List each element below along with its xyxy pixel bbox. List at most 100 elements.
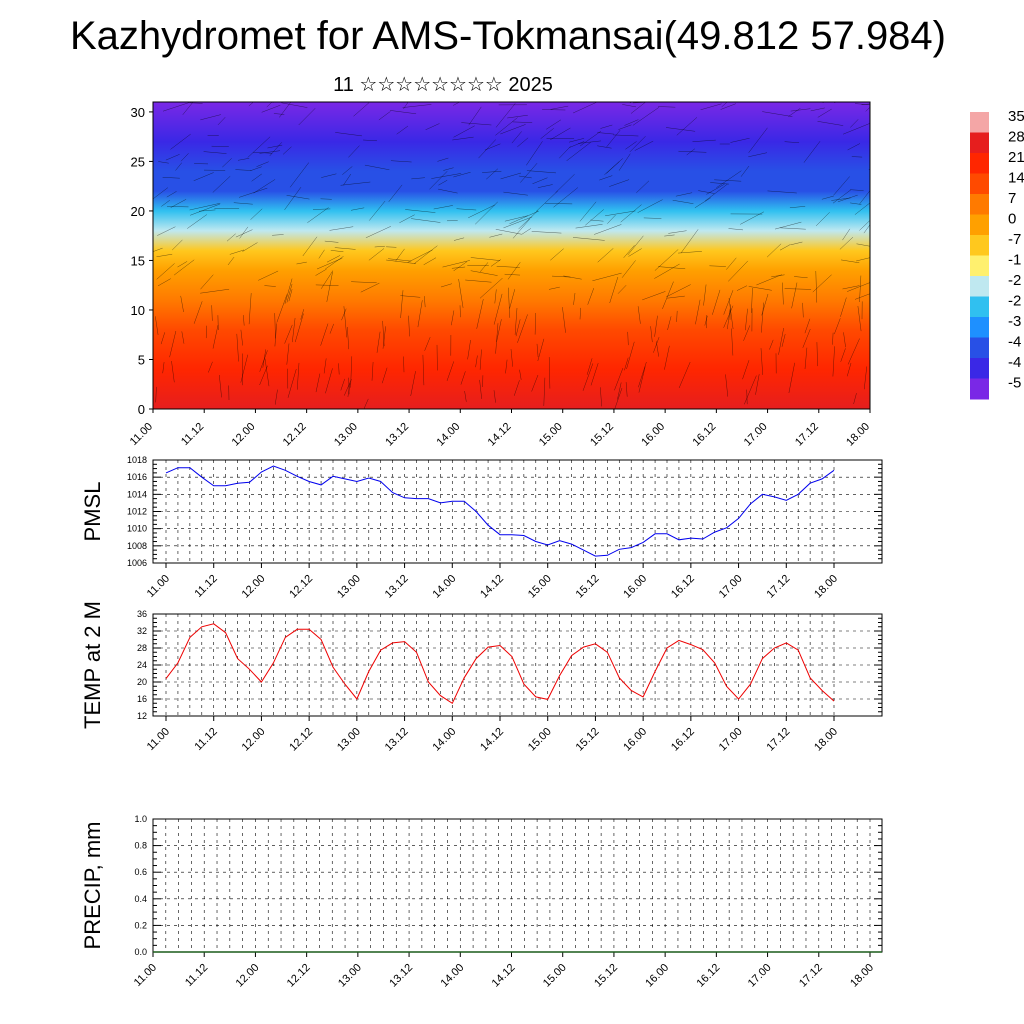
wind-streak [846, 362, 852, 377]
wind-streak [654, 315, 658, 337]
xtick-label: 12.00 [234, 962, 262, 990]
colorbar-label: -7 [1008, 231, 1021, 248]
wind-streak [274, 389, 278, 405]
heatmap-xtick-label: 16.00 [639, 421, 667, 449]
wind-streak [736, 285, 748, 291]
wind-streak [856, 243, 870, 247]
colorbar: 35 28 21 14 7 0 -7 -1 -2 -2 -3 -4 -4 -5 [970, 108, 1024, 400]
wind-streak [279, 102, 292, 118]
heatmap-ytick-label: 25 [131, 154, 145, 169]
wind-streak [248, 102, 254, 107]
wind-streak [443, 167, 454, 171]
wind-streak [721, 102, 728, 108]
wind-streak [425, 123, 440, 131]
wind-streak [442, 260, 470, 268]
wind-streak [162, 362, 165, 374]
chart-subtitle: 11 ☆☆☆☆☆☆☆☆ 2025 [333, 74, 553, 96]
wind-streak [282, 146, 292, 155]
wind-streak [726, 257, 737, 270]
wind-streak [440, 283, 452, 288]
wind-streak [714, 179, 742, 182]
wind-streak [740, 165, 750, 177]
colorbar-label: -5 [1008, 375, 1021, 392]
wind-streak [226, 233, 236, 242]
wind-streak [692, 139, 716, 142]
wind-streak [211, 305, 213, 321]
heatmap-ytick-label: 20 [131, 204, 145, 219]
wind-streak [569, 141, 585, 148]
wind-streak [730, 137, 750, 143]
wind-streak [180, 153, 189, 162]
ytick-label: 0.8 [134, 841, 147, 851]
wind-streak [590, 363, 599, 386]
wind-streak [181, 331, 185, 344]
wind-streak [161, 199, 170, 207]
wind-streak [489, 233, 503, 238]
colorbar-swatch [970, 296, 989, 318]
wind-streak [437, 157, 449, 162]
wind-streak [217, 117, 226, 126]
wind-streak [586, 358, 593, 375]
wind-streak [315, 373, 321, 393]
wind-streak [744, 375, 757, 405]
wind-streak [559, 146, 571, 159]
wind-streak [771, 274, 785, 278]
wind-streak [193, 172, 214, 182]
wind-streak [330, 250, 344, 253]
wind-streak [658, 106, 676, 108]
wind-streak [865, 106, 870, 112]
wind-streak [180, 295, 184, 313]
wind-streak [239, 226, 249, 239]
ytick-label: 0.0 [134, 947, 147, 957]
wind-streak [227, 256, 235, 266]
wind-streak [774, 221, 802, 230]
wind-streak [320, 270, 334, 289]
wind-streak [316, 257, 343, 270]
wind-streak [607, 214, 616, 224]
wind-streak [479, 349, 482, 370]
wind-streak [495, 103, 516, 128]
wind-streak [190, 203, 220, 216]
wind-streak [433, 205, 453, 210]
wind-streak [222, 158, 232, 168]
wind-streak [676, 117, 698, 136]
chart-title: Kazhydromet for AMS-Tokmansai(49.812 57.… [70, 14, 946, 58]
wind-streak [664, 345, 670, 370]
wind-streak [812, 274, 832, 293]
wind-streak [728, 228, 744, 231]
wind-streak [847, 282, 870, 292]
colorbar-label: -2 [1008, 293, 1021, 310]
wind-streak [514, 307, 518, 335]
wind-streak [381, 367, 388, 384]
panel-ylabel: PMSL [80, 482, 105, 542]
wind-streak [751, 287, 753, 313]
wind-streak [256, 161, 269, 167]
colorbar-swatch [970, 235, 989, 256]
wind-streak [365, 226, 392, 239]
heatmap-xtick-label: 14.00 [434, 421, 462, 449]
wind-streak [468, 204, 496, 219]
ytick-label: 16 [137, 694, 147, 704]
ytick-label: 1008 [127, 541, 147, 551]
wind-streak [594, 224, 622, 235]
wind-streak [269, 142, 282, 157]
wind-streak [482, 170, 502, 173]
wind-streak [550, 248, 564, 261]
wind-streak [156, 263, 175, 280]
wind-streak [789, 206, 806, 209]
xtick-label: 11.00 [145, 726, 172, 753]
xtick-label: 13.00 [335, 573, 363, 601]
wind-streak [842, 228, 851, 241]
wind-streak [847, 143, 861, 151]
wind-streak [320, 198, 332, 200]
wind-streak [614, 368, 624, 391]
wind-streak [590, 219, 604, 222]
wind-streak [334, 247, 356, 250]
wind-streak [625, 382, 628, 397]
wind-streak [817, 121, 844, 126]
wind-streak [618, 124, 632, 130]
wind-streak [788, 107, 801, 117]
wind-streak [348, 145, 360, 158]
wind-streak [429, 171, 448, 190]
wind-streak [624, 357, 629, 371]
